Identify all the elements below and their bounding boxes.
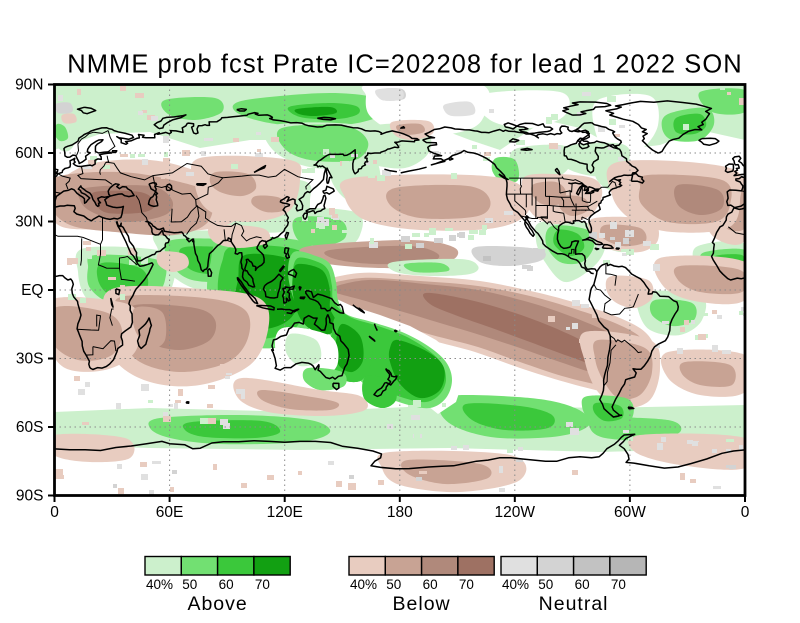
- svg-text:40%: 40%: [146, 577, 173, 592]
- svg-text:50: 50: [182, 577, 197, 592]
- svg-text:60: 60: [219, 577, 234, 592]
- svg-text:90N: 90N: [15, 77, 43, 94]
- svg-text:0: 0: [50, 504, 59, 521]
- svg-text:70: 70: [459, 577, 474, 592]
- svg-text:40%: 40%: [350, 577, 377, 592]
- svg-text:120E: 120E: [267, 504, 303, 521]
- svg-text:NMME prob fcst Prate IC=202208: NMME prob fcst Prate IC=202208 for lead …: [67, 51, 742, 79]
- svg-text:0: 0: [741, 504, 750, 521]
- svg-text:40%: 40%: [502, 577, 529, 592]
- svg-text:60: 60: [575, 577, 590, 592]
- svg-text:30N: 30N: [15, 214, 43, 231]
- svg-text:Below: Below: [393, 593, 451, 615]
- svg-text:70: 70: [255, 577, 270, 592]
- svg-text:120W: 120W: [495, 504, 536, 521]
- svg-text:60: 60: [423, 577, 438, 592]
- svg-text:70: 70: [611, 577, 626, 592]
- svg-text:180: 180: [387, 504, 413, 521]
- svg-text:60W: 60W: [614, 504, 646, 521]
- svg-text:50: 50: [386, 577, 401, 592]
- svg-text:50: 50: [538, 577, 553, 592]
- svg-text:EQ: EQ: [21, 282, 43, 299]
- svg-text:90S: 90S: [16, 488, 44, 505]
- svg-text:60E: 60E: [156, 504, 184, 521]
- svg-text:Above: Above: [187, 593, 247, 615]
- svg-text:60S: 60S: [16, 419, 44, 436]
- svg-text:Neutral: Neutral: [539, 593, 609, 615]
- svg-text:30S: 30S: [16, 351, 44, 368]
- svg-text:60N: 60N: [15, 145, 43, 162]
